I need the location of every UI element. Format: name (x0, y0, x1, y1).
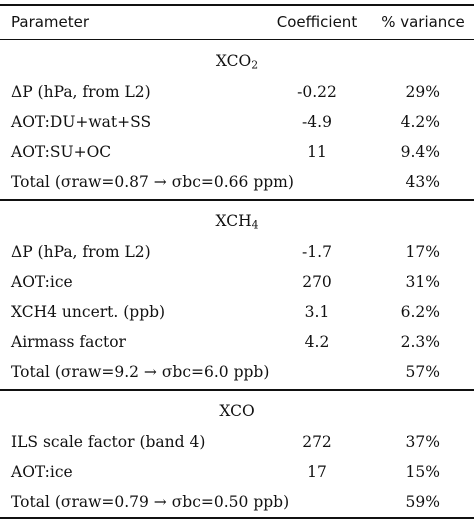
row-parameter: XCH4 uncert. (ppb) (11, 303, 166, 321)
row-parameter: AOT:DU+wat+SS (11, 113, 152, 131)
row-variance: 2.3% (400, 333, 440, 351)
row-variance: 6.2% (400, 303, 440, 321)
section-title-subscript: 2 (251, 58, 259, 72)
header-row: Parameter Coefficient % variance (0, 8, 474, 36)
total-parameter: Total (σraw=9.2 → σbc=6.0 ppb) (11, 363, 270, 381)
row-coefficient: 11 (307, 143, 327, 161)
total-parameter: Total (σraw=0.87 → σbc=0.66 ppm) (11, 173, 294, 191)
section-title-subscript: 4 (251, 218, 259, 232)
row-variance: 15% (405, 463, 440, 481)
row-coefficient: -0.22 (297, 83, 337, 101)
section-title-text: XCH (215, 212, 252, 230)
total-variance: 59% (405, 493, 440, 511)
row-variance: 29% (405, 83, 440, 101)
section-title-xch4: XCH4 (0, 207, 474, 235)
table-row: ILS scale factor (band 4) 272 37% (0, 428, 474, 456)
table-row: AOT:ice 17 15% (0, 458, 474, 486)
total-row: Total (σraw=0.87 → σbc=0.66 ppm) 43% (0, 168, 474, 196)
row-variance: 17% (405, 243, 440, 261)
table-row: AOT:ice 270 31% (0, 268, 474, 296)
total-variance: 43% (405, 173, 440, 191)
section-title-xco: XCO (0, 397, 474, 425)
row-parameter: ΔP (hPa, from L2) (11, 243, 151, 261)
row-variance: 4.2% (400, 113, 440, 131)
table-row: AOT:DU+wat+SS -4.9 4.2% (0, 108, 474, 136)
row-coefficient: 4.2 (304, 333, 330, 351)
header-variance: % variance (381, 13, 465, 31)
table-row: AOT:SU+OC 11 9.4% (0, 138, 474, 166)
row-parameter: ILS scale factor (band 4) (11, 433, 206, 451)
total-parameter: Total (σraw=0.79 → σbc=0.50 ppb) (11, 493, 290, 511)
row-coefficient: -1.7 (302, 243, 332, 261)
section-title-text: XCO (219, 402, 255, 420)
table-row: ΔP (hPa, from L2) -1.7 17% (0, 238, 474, 266)
top-rule (0, 4, 474, 6)
table-row: ΔP (hPa, from L2) -0.22 29% (0, 78, 474, 106)
row-parameter: Airmass factor (11, 333, 126, 351)
table-row: XCH4 uncert. (ppb) 3.1 6.2% (0, 298, 474, 326)
row-coefficient: 270 (302, 273, 332, 291)
row-coefficient: 17 (307, 463, 327, 481)
total-row: Total (σraw=0.79 → σbc=0.50 ppb) 59% (0, 488, 474, 516)
total-variance: 57% (405, 363, 440, 381)
row-coefficient: 272 (302, 433, 332, 451)
header-rule (0, 39, 474, 40)
section-rule (0, 199, 474, 201)
row-variance: 9.4% (400, 143, 440, 161)
row-parameter: AOT:SU+OC (11, 143, 112, 161)
total-row: Total (σraw=9.2 → σbc=6.0 ppb) 57% (0, 358, 474, 386)
section-title-xco2: XCO2 (0, 47, 474, 75)
row-parameter: AOT:ice (11, 463, 73, 481)
header-parameter: Parameter (11, 13, 90, 31)
section-title-text: XCO (215, 52, 252, 70)
row-parameter: ΔP (hPa, from L2) (11, 83, 151, 101)
row-variance: 37% (405, 433, 440, 451)
bottom-rule (0, 517, 474, 519)
header-coefficient: Coefficient (276, 13, 358, 31)
row-coefficient: -4.9 (302, 113, 332, 131)
section-rule (0, 389, 474, 391)
table-row: Airmass factor 4.2 2.3% (0, 328, 474, 356)
row-coefficient: 3.1 (304, 303, 330, 321)
row-variance: 31% (405, 273, 440, 291)
row-parameter: AOT:ice (11, 273, 73, 291)
